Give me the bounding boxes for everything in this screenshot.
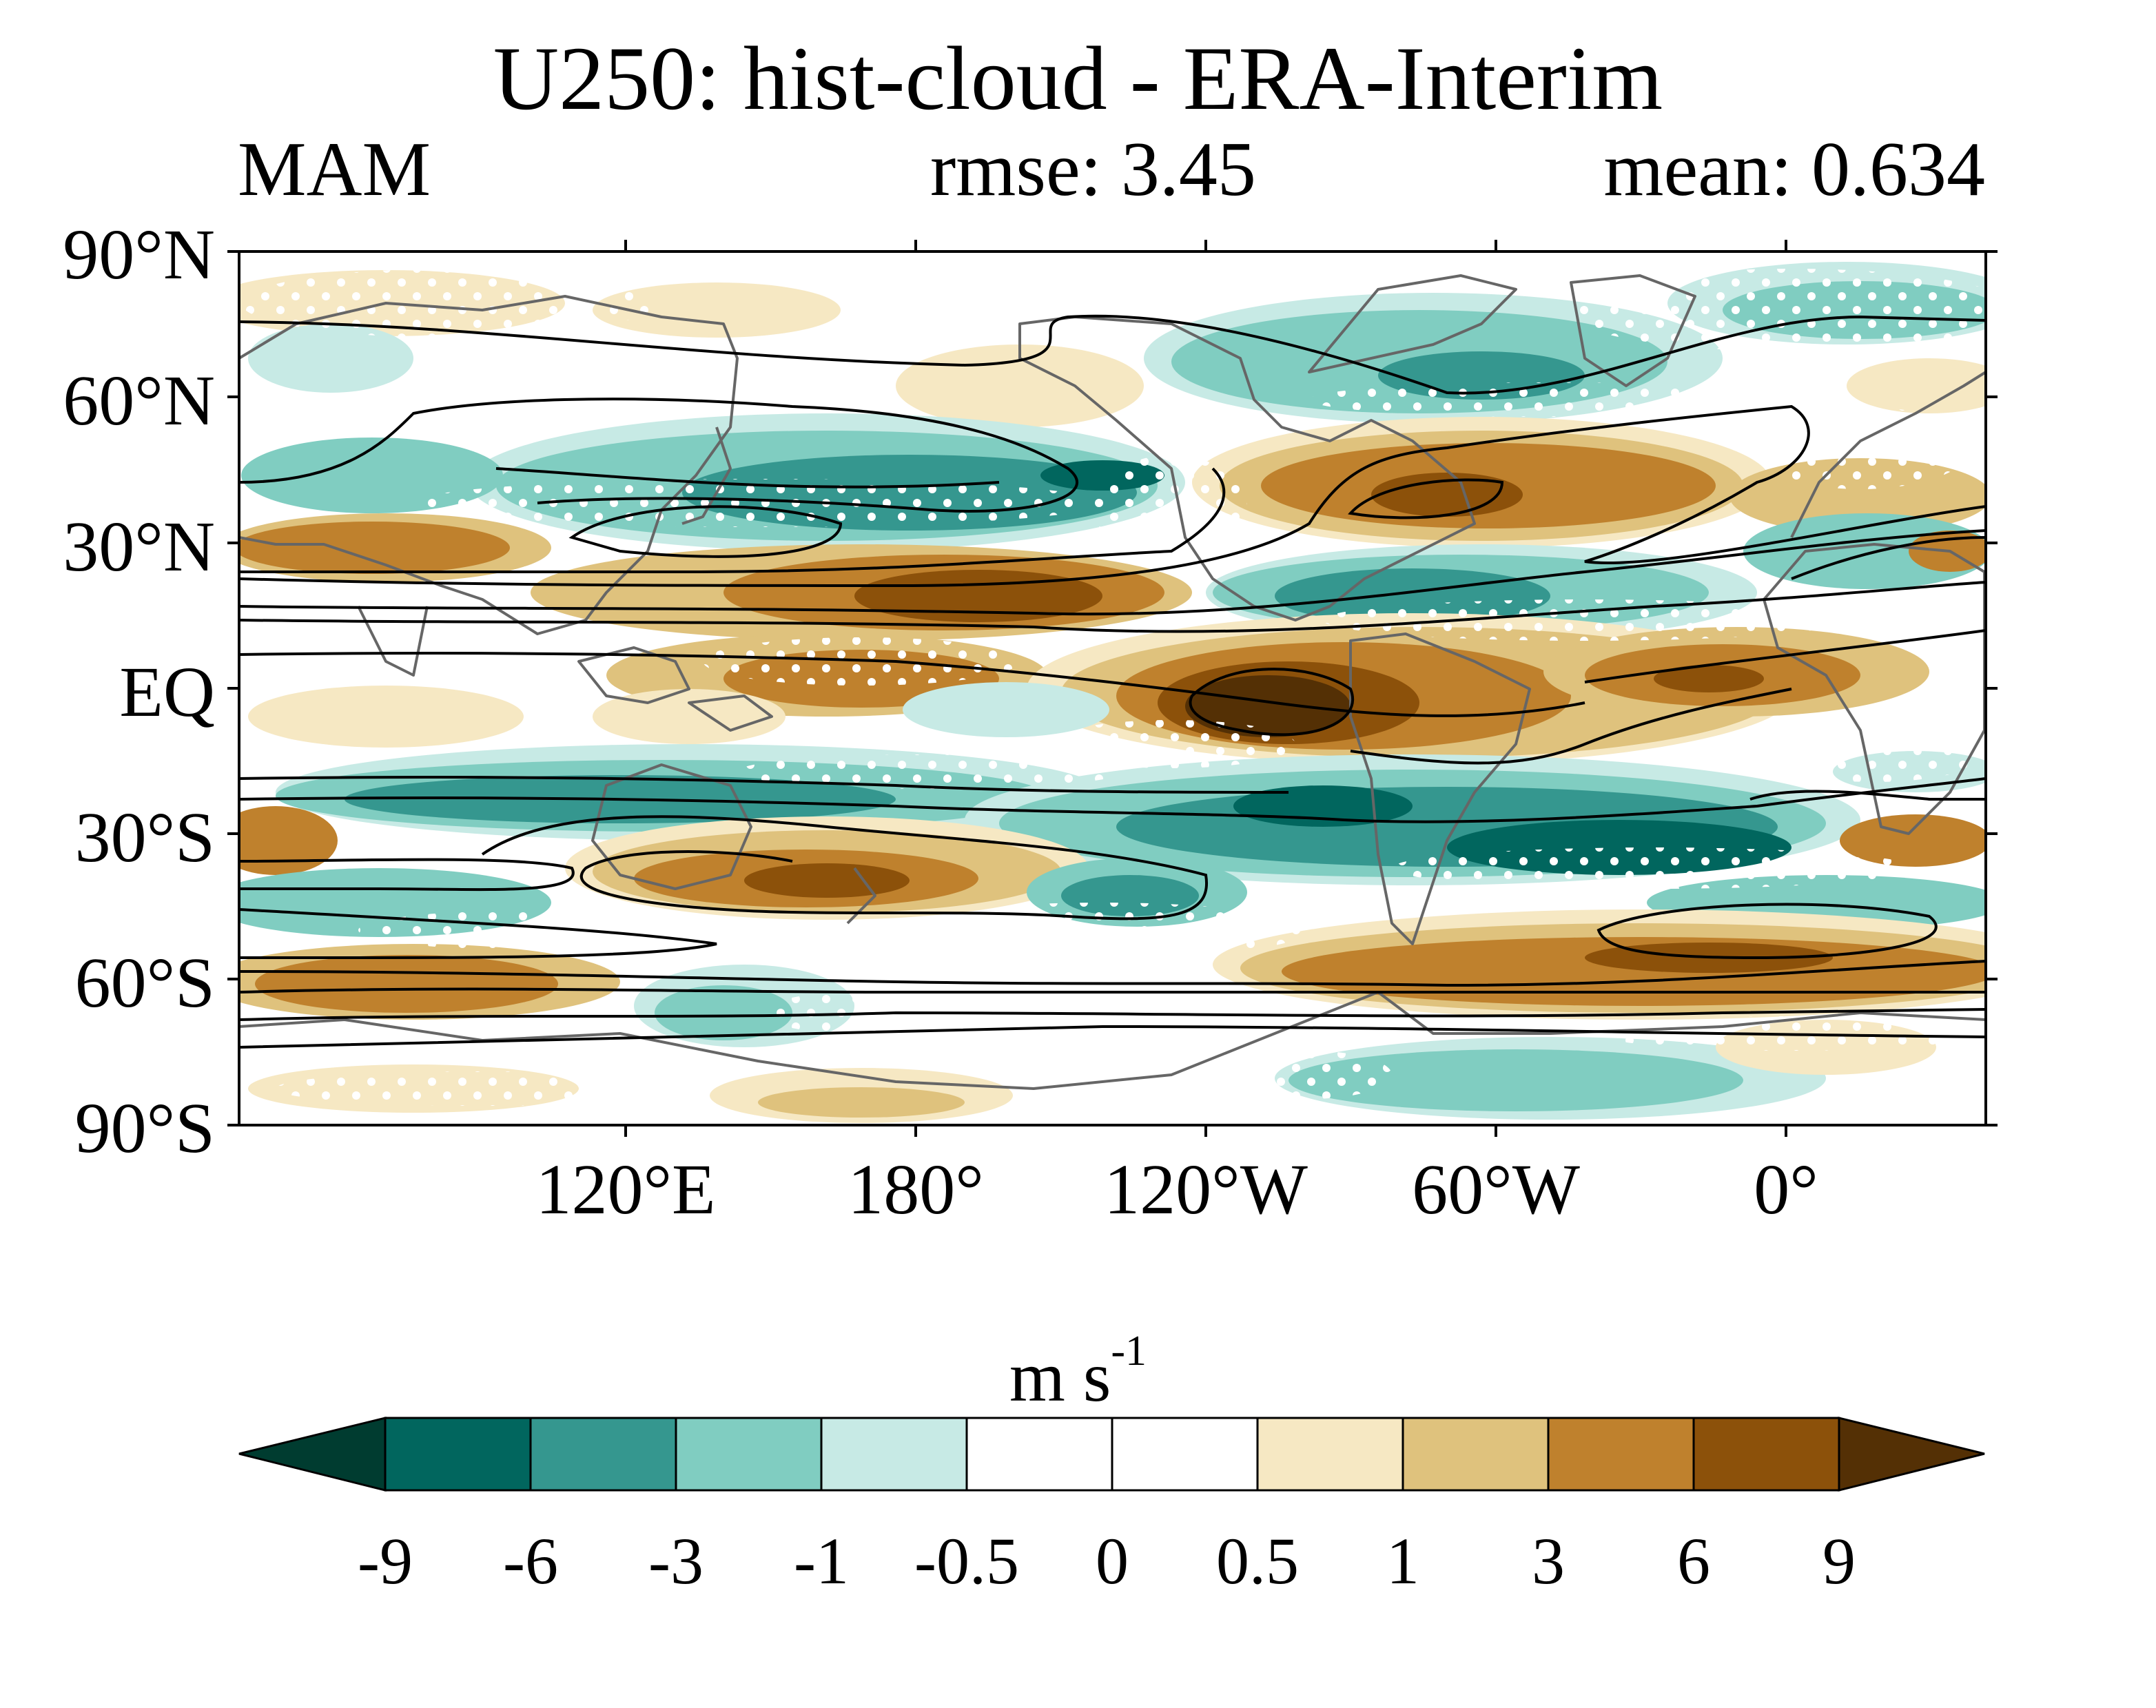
colorbar	[238, 1417, 1985, 1492]
colorbar-label: 1	[1386, 1524, 1419, 1598]
x-tick-label: 120°W	[1104, 1150, 1308, 1229]
rmse-label: rmse: 3.45	[930, 127, 1256, 212]
x-tick-label: 60°W	[1412, 1150, 1580, 1229]
colorbar-label: 3	[1532, 1524, 1565, 1598]
map-title: U250: hist-cloud - ERA-Interim	[493, 28, 1663, 129]
y-tick-label: EQ	[119, 652, 215, 732]
season-label: MAM	[238, 127, 431, 212]
colorbar-bin	[1111, 1417, 1259, 1492]
colorbar-label: -1	[794, 1524, 849, 1598]
colorbar-bin	[965, 1417, 1113, 1492]
colorbar-bin	[1547, 1417, 1695, 1492]
colorbar-bin	[1692, 1417, 1840, 1492]
colorbar-label: -0.5	[914, 1524, 1019, 1598]
colorbar-label: -3	[648, 1524, 704, 1598]
anomaly-field	[239, 251, 1986, 1125]
y-tick-label: 90°N	[63, 215, 215, 294]
colorbar-bin	[820, 1417, 968, 1492]
y-tick-label: 60°N	[63, 361, 215, 440]
colorbar-label: -6	[503, 1524, 558, 1598]
y-tick-label: 90°S	[74, 1089, 215, 1168]
colorbar-bin	[675, 1417, 823, 1492]
y-tick-label: 30°S	[74, 798, 215, 877]
x-tick-label: 0°	[1754, 1150, 1818, 1229]
climatology-contours	[239, 314, 1986, 1049]
colorbar-bin	[1402, 1417, 1550, 1492]
colorbar-label: 9	[1823, 1524, 1856, 1598]
x-tick-label: 120°E	[535, 1150, 716, 1229]
mean-label: mean: 0.634	[1603, 127, 1985, 212]
y-tick-label: 60°S	[74, 943, 215, 1022]
colorbar-bin	[529, 1417, 677, 1492]
colorbar-lower-extend	[238, 1417, 387, 1492]
axis-ticks	[227, 240, 1998, 1137]
colorbar-label: -9	[358, 1524, 413, 1598]
x-tick-label: 180°	[848, 1150, 984, 1229]
y-tick-label: 30°N	[63, 507, 215, 586]
colorbar-units: m s-1	[1009, 1328, 1147, 1417]
colorbar-bin	[384, 1417, 532, 1492]
colorbar-upper-extend	[1838, 1417, 1985, 1492]
colorbar-label: 6	[1677, 1524, 1710, 1598]
colorbar-bin	[1256, 1417, 1404, 1492]
colorbar-label: 0.5	[1216, 1524, 1299, 1598]
colorbar-label: 0	[1096, 1524, 1129, 1598]
